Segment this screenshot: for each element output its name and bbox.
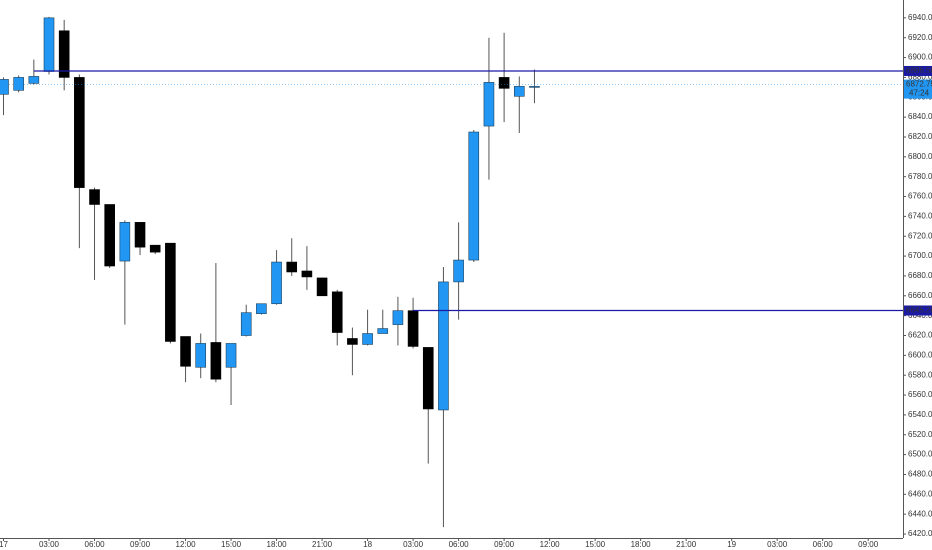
y-tick-label: 6700.00	[908, 251, 932, 260]
candle-body	[28, 76, 40, 84]
candle-body	[422, 347, 434, 410]
y-tick-label: 6680.00	[908, 271, 932, 280]
x-tick-label: 12:00	[176, 540, 197, 549]
candle-body	[316, 277, 328, 297]
candle-body	[43, 17, 55, 72]
last-price-bg	[904, 79, 932, 99]
candle-body	[0, 79, 9, 95]
candle-body	[377, 328, 389, 334]
y-tick-label: 6480.00	[908, 470, 932, 479]
y-tick-label: 6740.00	[908, 212, 932, 221]
candle-body	[286, 261, 298, 273]
candle-body	[453, 259, 464, 283]
y-tick-label: 6840.00	[908, 112, 932, 121]
y-tick-label: 6580.00	[908, 370, 932, 379]
level-label: 6886.50	[906, 66, 932, 75]
level-label-bg	[904, 305, 932, 316]
last-price-label: 6872.75	[906, 80, 932, 89]
candle-body	[210, 342, 222, 380]
y-tick-label: 6520.00	[908, 430, 932, 439]
candle-body	[256, 303, 267, 314]
x-tick-label: 15:00	[221, 540, 242, 549]
y-tick-label: 6760.00	[908, 192, 932, 201]
candle-body	[225, 343, 237, 368]
candle-body	[331, 291, 343, 333]
candle-body	[529, 86, 540, 88]
candle-body	[513, 86, 525, 97]
candle-body	[438, 281, 449, 411]
y-tick-label: 6820.00	[908, 132, 932, 141]
candle-body	[271, 261, 282, 305]
x-tick-label: 06:00	[449, 540, 470, 549]
x-tick-label: 03:00	[39, 540, 60, 549]
x-tick-label: 18:00	[631, 540, 652, 549]
x-tick-label: 06:00	[85, 540, 106, 549]
y-tick-label: 6460.00	[908, 489, 932, 498]
y-tick-label: 6880.00	[908, 73, 932, 82]
x-tick-label: 19	[727, 540, 736, 549]
candle-body	[301, 270, 313, 278]
candle-body	[195, 343, 207, 368]
level-label: 6645.20	[906, 306, 932, 315]
candle-body	[407, 310, 419, 347]
x-tick-label: 17	[0, 540, 8, 549]
x-tick-label: 09:00	[130, 540, 151, 549]
y-tick-label: 6620.00	[908, 331, 932, 340]
y-tick-label: 6940.00	[908, 13, 932, 22]
countdown-label: 47:24	[909, 89, 930, 98]
y-tick-label: 6900.00	[908, 53, 932, 62]
y-tick-label: 6440.00	[908, 509, 932, 518]
y-tick-label: 6560.00	[908, 390, 932, 399]
candle-body	[180, 336, 191, 367]
x-tick-label: 18:00	[267, 540, 288, 549]
x-tick-label: 03:00	[767, 540, 788, 549]
candle-body	[392, 310, 404, 325]
candle-body	[74, 77, 85, 188]
candle-body	[468, 131, 480, 261]
y-tick-label: 6500.00	[908, 450, 932, 459]
x-tick-label: 21:00	[676, 540, 697, 549]
x-tick-label: 21:00	[312, 540, 333, 549]
y-tick-label: 6540.00	[908, 410, 932, 419]
candle-body	[13, 77, 24, 91]
y-tick-label: 6600.00	[908, 350, 932, 359]
candle-body	[134, 222, 146, 248]
y-tick-label: 6920.00	[908, 33, 932, 42]
candle-body	[483, 82, 495, 127]
candle-body	[165, 242, 176, 342]
y-tick-label: 6420.00	[908, 529, 932, 538]
candle-body	[58, 30, 70, 78]
level-label-bg	[904, 65, 932, 76]
x-tick-label: 12:00	[540, 540, 561, 549]
candle-body	[149, 244, 161, 253]
y-tick-label: 6800.00	[908, 152, 932, 161]
y-tick-label: 6660.00	[908, 291, 932, 300]
x-tick-label: 06:00	[813, 540, 834, 549]
x-tick-label: 09:00	[494, 540, 515, 549]
candle-body	[89, 189, 100, 205]
candle-body	[347, 338, 358, 345]
candle-body	[362, 333, 373, 345]
x-tick-label: 03:00	[403, 540, 424, 549]
x-tick-label: 15:00	[585, 540, 606, 549]
candle-body	[498, 77, 510, 89]
x-tick-label: 18	[363, 540, 372, 549]
y-tick-label: 6780.00	[908, 172, 932, 181]
candle-body	[104, 204, 115, 267]
candle-body	[119, 222, 131, 262]
x-tick-label: 09:00	[858, 540, 879, 549]
candle-body	[240, 312, 252, 336]
y-tick-label: 6720.00	[908, 231, 932, 240]
